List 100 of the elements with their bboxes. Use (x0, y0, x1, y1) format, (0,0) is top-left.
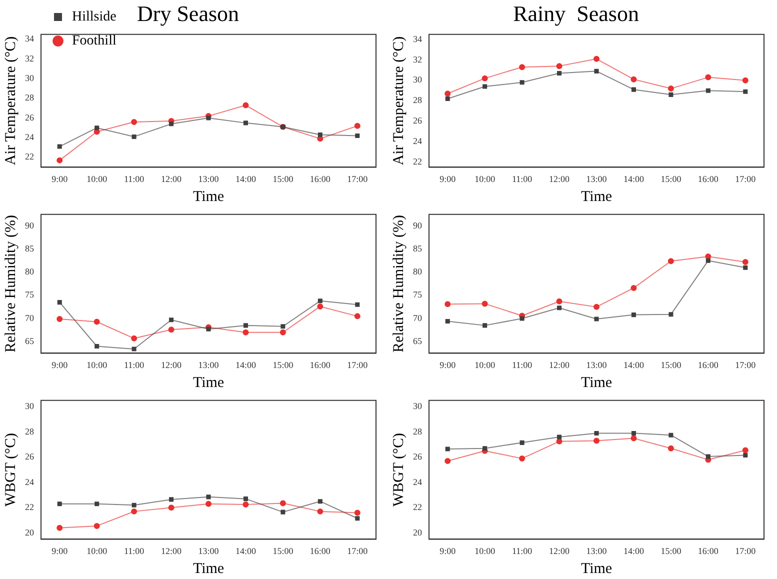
x-tick-label: 15:00 (272, 174, 294, 184)
y-tick-label: 28 (413, 95, 422, 106)
x-tick-label: 13:00 (586, 546, 608, 556)
x-tick-label: 14:00 (235, 546, 256, 556)
x-axis-title: Time (192, 188, 224, 205)
x-tick-label: 17:00 (347, 174, 368, 184)
x-tick-label: 10:00 (86, 546, 108, 556)
x-tick-label: 11:00 (512, 546, 533, 556)
y-tick-label: 22 (25, 152, 34, 162)
y-tick-label: 34 (413, 34, 422, 44)
y-tick-label: 32 (413, 54, 422, 64)
y-tick-label: 22 (25, 502, 34, 512)
x-tick-label: 12:00 (549, 174, 570, 184)
x-axis-title: Time (192, 560, 224, 577)
x-tick-label: 10:00 (474, 546, 496, 556)
y-tick-label: 26 (413, 452, 422, 462)
x-tick-label: 17:00 (735, 360, 756, 370)
chart-title: Dry Season (136, 0, 240, 26)
x-tick-label: 12:00 (549, 546, 570, 556)
x-tick-label: 13:00 (198, 360, 220, 370)
y-axis-title: Air Temperature (°C) (2, 36, 19, 166)
x-tick-label: 12:00 (161, 174, 182, 184)
x-tick-label: 9:00 (440, 546, 456, 556)
y-axis-title: Relative Humidity (%) (390, 215, 407, 353)
x-axis-title: Time (580, 374, 612, 391)
y-tick-label: 85 (413, 243, 422, 254)
chart-title: Rainy Season (513, 0, 639, 26)
x-tick-label: 11:00 (512, 360, 533, 370)
y-tick-label: 90 (413, 220, 422, 230)
x-tick-label: 13:00 (586, 174, 608, 184)
x-tick-label: 15:00 (660, 546, 682, 556)
y-tick-label: 30 (25, 73, 34, 84)
y-tick-label: 22 (413, 502, 422, 512)
x-tick-label: 17:00 (735, 546, 756, 556)
x-tick-label: 9:00 (440, 360, 456, 370)
x-tick-label: 11:00 (512, 174, 533, 184)
x-tick-label: 15:00 (660, 174, 682, 184)
x-tick-label: 17:00 (735, 174, 756, 184)
x-tick-label: 9:00 (52, 546, 68, 556)
y-tick-label: 26 (25, 452, 34, 462)
x-tick-label: 16:00 (310, 546, 331, 556)
x-tick-label: 11:00 (124, 546, 145, 556)
x-tick-label: 10:00 (474, 174, 496, 184)
x-tick-label: 9:00 (440, 174, 456, 184)
y-tick-label: 70 (25, 312, 34, 323)
y-tick-label: 26 (25, 112, 34, 122)
y-tick-label: 30 (413, 74, 422, 85)
y-axis-title: Relative Humidity (%) (2, 215, 19, 353)
y-tick-label: 28 (413, 426, 422, 436)
x-tick-label: 11:00 (124, 174, 145, 184)
x-tick-label: 11:00 (124, 360, 145, 370)
y-tick-label: 24 (25, 476, 34, 487)
x-tick-label: 15:00 (272, 546, 294, 556)
y-tick-label: 75 (25, 290, 34, 300)
y-tick-label: 20 (413, 527, 422, 538)
y-tick-label: 26 (413, 116, 422, 126)
x-tick-label: 13:00 (198, 546, 220, 556)
x-tick-label: 16:00 (310, 360, 331, 370)
x-axis-title: Time (580, 188, 612, 205)
x-tick-label: 10:00 (474, 360, 496, 370)
x-axis-title: Time (192, 374, 224, 391)
y-tick-label: 65 (413, 336, 422, 346)
x-tick-label: 15:00 (660, 360, 682, 370)
x-tick-label: 15:00 (272, 360, 294, 370)
x-tick-label: 13:00 (198, 174, 220, 184)
x-tick-label: 9:00 (52, 174, 68, 184)
y-tick-label: 75 (413, 290, 422, 300)
legend-label: Foothill (72, 34, 116, 49)
x-tick-label: 12:00 (161, 546, 182, 556)
x-tick-label: 9:00 (52, 360, 68, 370)
x-tick-label: 16:00 (698, 546, 719, 556)
x-tick-label: 16:00 (698, 360, 719, 370)
x-tick-label: 14:00 (235, 174, 256, 184)
x-tick-label: 14:00 (623, 546, 644, 556)
x-tick-label: 14:00 (235, 360, 256, 370)
y-tick-label: 28 (25, 92, 34, 103)
y-tick-label: 24 (25, 132, 34, 142)
y-tick-label: 90 (25, 220, 34, 230)
y-tick-label: 80 (25, 266, 34, 277)
y-tick-label: 30 (25, 401, 34, 412)
x-tick-label: 10:00 (86, 174, 108, 184)
y-tick-label: 85 (25, 243, 34, 254)
y-tick-label: 28 (25, 426, 34, 436)
x-tick-label: 17:00 (347, 360, 368, 370)
legend-label: Hillside (72, 10, 116, 25)
x-tick-label: 14:00 (623, 174, 644, 184)
y-tick-label: 32 (25, 53, 34, 64)
y-axis-title: WBGT (°C) (390, 432, 407, 507)
x-tick-label: 16:00 (310, 174, 331, 184)
x-tick-label: 12:00 (549, 360, 570, 370)
x-tick-label: 10:00 (86, 360, 108, 370)
y-tick-label: 24 (413, 136, 422, 146)
x-tick-label: 17:00 (347, 546, 368, 556)
y-tick-label: 22 (413, 156, 422, 166)
x-axis-title: Time (580, 560, 612, 577)
y-tick-label: 80 (413, 266, 422, 277)
x-tick-label: 12:00 (161, 360, 182, 370)
y-tick-label: 30 (413, 401, 422, 412)
x-tick-label: 13:00 (586, 360, 608, 370)
y-tick-label: 70 (413, 312, 422, 323)
